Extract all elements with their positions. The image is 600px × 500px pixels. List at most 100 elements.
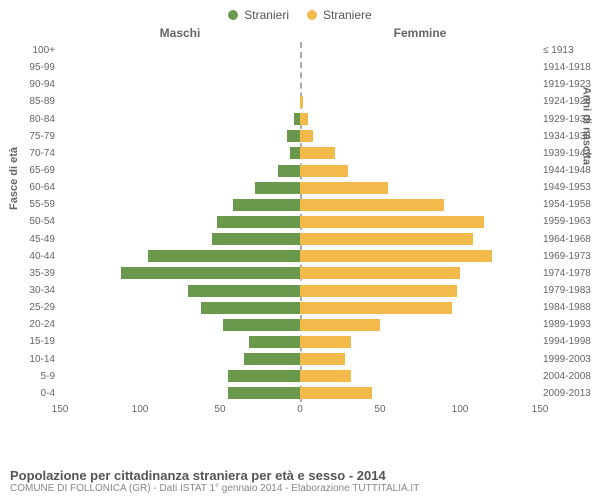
female-bar <box>300 165 348 177</box>
female-bar <box>300 302 452 314</box>
female-half <box>300 179 540 196</box>
male-half <box>60 128 300 145</box>
male-bar <box>212 233 300 245</box>
male-bar <box>233 199 300 211</box>
birth-year-label: 1959-1963 <box>543 216 598 227</box>
male-bar <box>121 267 300 279</box>
birth-year-label: 1934-1938 <box>543 131 598 142</box>
male-bar <box>148 250 300 262</box>
male-bar <box>223 319 300 331</box>
age-label: 85-89 <box>10 96 55 107</box>
male-half <box>60 265 300 282</box>
age-label: 60-64 <box>10 182 55 193</box>
pyramid-row: 50-541959-1963 <box>60 213 540 230</box>
male-half <box>60 316 300 333</box>
pyramid-row: 40-441969-1973 <box>60 248 540 265</box>
birth-year-label: 1954-1958 <box>543 199 598 210</box>
female-half <box>300 93 540 110</box>
birth-year-label: 1969-1973 <box>543 251 598 262</box>
pyramid-row: 45-491964-1968 <box>60 231 540 248</box>
age-label: 95-99 <box>10 62 55 73</box>
male-half <box>60 196 300 213</box>
birth-year-label: 2004-2008 <box>543 371 598 382</box>
female-half <box>300 333 540 350</box>
female-bar <box>300 319 380 331</box>
chart-footer: Popolazione per cittadinanza straniera p… <box>10 468 590 494</box>
male-bar <box>249 336 300 348</box>
male-half <box>60 93 300 110</box>
pyramid-row: 100+≤ 1913 <box>60 42 540 59</box>
male-half <box>60 42 300 59</box>
female-bar <box>300 387 372 399</box>
header-female: Femmine <box>300 26 540 40</box>
male-bar <box>228 387 300 399</box>
male-half <box>60 145 300 162</box>
legend-item-female: Straniere <box>307 8 372 22</box>
pyramid-row: 85-891924-1928 <box>60 93 540 110</box>
female-bar <box>300 267 460 279</box>
male-bar <box>255 182 300 194</box>
birth-year-label: 1994-1998 <box>543 336 598 347</box>
female-bar <box>300 216 484 228</box>
birth-year-label: 2009-2013 <box>543 388 598 399</box>
x-tick: 100 <box>132 404 149 415</box>
age-label: 70-74 <box>10 148 55 159</box>
female-half <box>300 162 540 179</box>
legend-item-male: Stranieri <box>228 8 289 22</box>
birth-year-label: ≤ 1913 <box>543 45 598 56</box>
male-bar <box>287 130 300 142</box>
male-half <box>60 162 300 179</box>
pyramid-row: 55-591954-1958 <box>60 196 540 213</box>
birth-year-label: 1989-1993 <box>543 319 598 330</box>
birth-year-label: 1914-1918 <box>543 62 598 73</box>
x-tick: 100 <box>452 404 469 415</box>
pyramid-row: 5-92004-2008 <box>60 368 540 385</box>
pyramid-row: 30-341979-1983 <box>60 282 540 299</box>
legend-swatch-male <box>228 10 238 20</box>
female-half <box>300 385 540 402</box>
age-label: 50-54 <box>10 216 55 227</box>
x-tick: 150 <box>532 404 549 415</box>
legend: Stranieri Straniere <box>0 8 600 22</box>
female-half <box>300 111 540 128</box>
female-half <box>300 316 540 333</box>
pyramid-row: 80-841929-1933 <box>60 111 540 128</box>
male-half <box>60 333 300 350</box>
x-tick: 0 <box>297 404 303 415</box>
female-bar <box>300 130 313 142</box>
pyramid-row: 35-391974-1978 <box>60 265 540 282</box>
pyramid-row: 60-641949-1953 <box>60 179 540 196</box>
birth-year-label: 1999-2003 <box>543 354 598 365</box>
male-half <box>60 282 300 299</box>
female-half <box>300 59 540 76</box>
female-bar <box>300 199 444 211</box>
age-label: 45-49 <box>10 234 55 245</box>
pyramid-row: 75-791934-1938 <box>60 128 540 145</box>
pyramid-row: 70-741939-1943 <box>60 145 540 162</box>
age-label: 10-14 <box>10 354 55 365</box>
female-half <box>300 299 540 316</box>
pyramid-row: 15-191994-1998 <box>60 333 540 350</box>
age-label: 40-44 <box>10 251 55 262</box>
age-label: 5-9 <box>10 371 55 382</box>
male-half <box>60 111 300 128</box>
female-bar <box>300 233 473 245</box>
female-bar <box>300 336 351 348</box>
birth-year-label: 1974-1978 <box>543 268 598 279</box>
pyramid-rows: 100+≤ 191395-991914-191890-941919-192385… <box>60 42 540 402</box>
age-label: 80-84 <box>10 114 55 125</box>
female-bar <box>300 250 492 262</box>
legend-label-female: Straniere <box>323 8 372 22</box>
birth-year-label: 1979-1983 <box>543 285 598 296</box>
male-bar <box>228 370 300 382</box>
female-bar <box>300 147 335 159</box>
age-label: 35-39 <box>10 268 55 279</box>
age-label: 25-29 <box>10 302 55 313</box>
female-bar <box>300 370 351 382</box>
female-half <box>300 231 540 248</box>
birth-year-label: 1939-1943 <box>543 148 598 159</box>
male-half <box>60 213 300 230</box>
male-bar <box>217 216 300 228</box>
male-bar <box>244 353 300 365</box>
male-half <box>60 76 300 93</box>
